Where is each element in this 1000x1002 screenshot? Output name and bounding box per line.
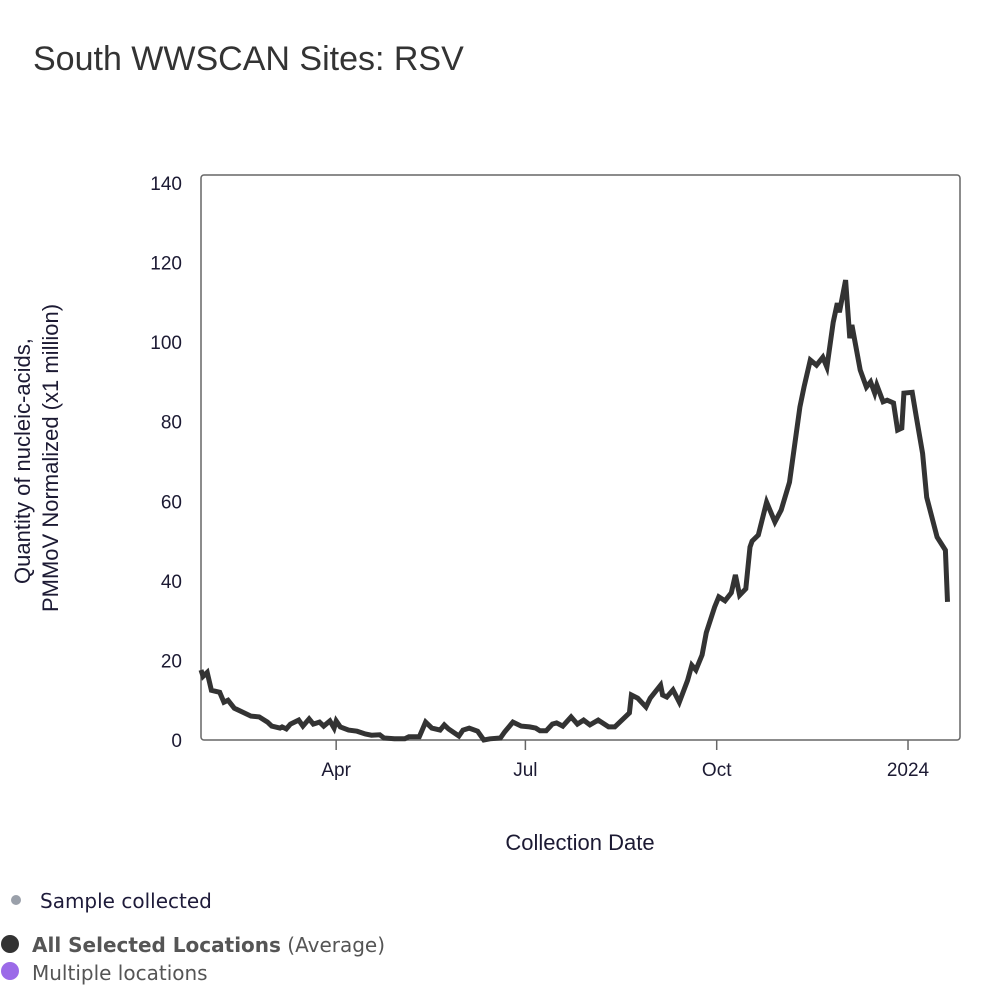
x-tick-label: Oct <box>702 760 732 781</box>
y-tick-label: 80 <box>161 413 182 434</box>
x-tick-label: Jul <box>513 760 537 781</box>
legend-item-sample-collected[interactable]: Sample collected <box>0 885 260 919</box>
y-tick-label: 120 <box>150 254 182 275</box>
legend-label-suffix: (Average) <box>287 933 386 957</box>
x-axis: Apr Jul Oct 2024 <box>321 740 930 781</box>
legend-label: Sample collected <box>40 889 212 913</box>
x-tick-label: Apr <box>321 760 351 781</box>
y-tick-label: 100 <box>150 333 182 354</box>
series-line-all-selected-locations <box>198 279 950 743</box>
multiple-dot-icon <box>1 962 19 980</box>
y-axis-label-line-2: PMMoV Normalized (x1 million) <box>38 304 63 612</box>
x-tick-label: 2024 <box>887 760 930 781</box>
y-tick-label: 140 <box>150 174 182 195</box>
y-axis-label-line-1: Quantity of nucleic-acids, <box>10 338 35 584</box>
y-tick-label: 40 <box>161 572 182 593</box>
y-tick-label: 60 <box>161 492 182 513</box>
legend-item-multiple-locations[interactable]: Multiple locations <box>0 959 260 987</box>
legend-label-bold: All Selected Locations <box>32 933 281 957</box>
legend-label-group: All Selected Locations (Average) <box>32 933 385 957</box>
chart-title: South WWSCAN Sites: RSV <box>33 40 464 78</box>
plot-frame <box>200 174 961 741</box>
average-dot-icon <box>1 935 19 953</box>
legend-item-all-selected-locations[interactable]: All Selected Locations (Average) <box>0 931 400 959</box>
y-axis: 0 20 40 60 80 100 120 140 <box>150 174 182 752</box>
y-axis-label: Quantity of nucleic-acids, PMMoV Normali… <box>10 304 63 612</box>
y-tick-label: 0 <box>171 731 182 752</box>
x-axis-label: Collection Date <box>505 830 654 855</box>
legend-label: Multiple locations <box>32 961 208 985</box>
sample-dot-icon <box>11 895 21 905</box>
y-tick-label: 20 <box>161 651 182 672</box>
